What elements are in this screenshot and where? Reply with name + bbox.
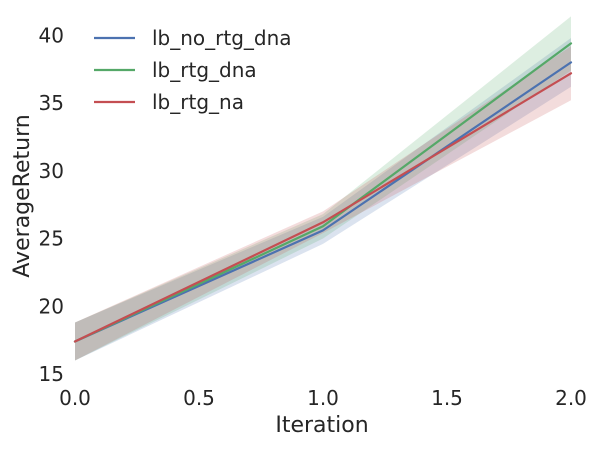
series-lines [73, 42, 573, 343]
x-tick-label: 0.5 [183, 386, 215, 410]
legend-label: lb_no_rtg_dna [152, 26, 292, 50]
y-axis-label: AverageReturn [10, 114, 35, 277]
x-tick-label: 2.0 [555, 386, 587, 410]
series-line-lb-rtg-na [73, 72, 573, 343]
y-tick-label: 15 [39, 362, 64, 386]
y-tick-label: 30 [39, 159, 64, 183]
x-axis-label: Iteration [275, 413, 368, 438]
axis-ticks: 0.0 0.5 1.0 1.5 2.0 15 20 25 30 35 40 [39, 23, 587, 410]
x-tick-label: 1.0 [307, 386, 339, 410]
confidence-band-lb-rtg-dna [75, 16, 571, 361]
y-tick-label: 20 [39, 294, 64, 318]
legend-item-lb-rtg-na: lb_rtg_na [94, 90, 244, 114]
y-tick-label: 25 [39, 227, 64, 251]
series-line-lb-no-rtg-dna [73, 61, 573, 343]
y-tick-label: 35 [39, 91, 64, 115]
legend: lb_no_rtg_dna lb_rtg_dna lb_rtg_na [94, 26, 292, 114]
legend-label: lb_rtg_na [152, 90, 244, 114]
series-line-lb-rtg-dna [73, 42, 573, 343]
x-tick-label: 1.5 [431, 386, 463, 410]
y-tick-label: 40 [39, 23, 64, 47]
legend-item-lb-no-rtg-dna: lb_no_rtg_dna [94, 26, 292, 50]
legend-label: lb_rtg_dna [152, 58, 257, 82]
confidence-band-lb-no-rtg-dna [75, 38, 571, 361]
legend-item-lb-rtg-dna: lb_rtg_dna [94, 58, 257, 82]
x-tick-label: 0.0 [59, 386, 91, 410]
